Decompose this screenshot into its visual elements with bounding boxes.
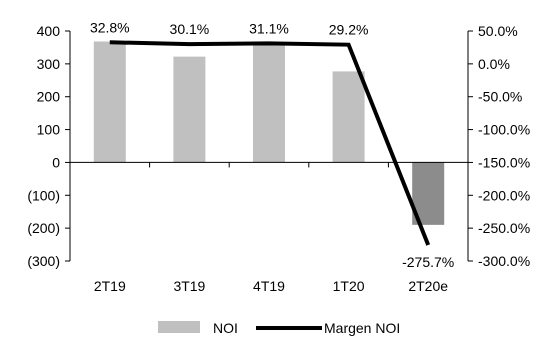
right-axis-tick-label: -50.0% <box>478 89 522 105</box>
x-axis-tick-label: 2T19 <box>94 278 126 294</box>
x-axis-tick-label: 2T20e <box>408 278 448 294</box>
right-axis-tick-label: -250.0% <box>478 220 530 236</box>
right-axis-tick-label: 50.0% <box>478 23 518 39</box>
right-axis: 50.0% 0.0% -50.0% -100.0% -150.0% -200.0% -250… <box>467 23 530 269</box>
left-axis-tick-label: (100) <box>27 187 60 203</box>
left-axis: 400 300 200 100 0 (100) (200) (300) <box>27 23 71 269</box>
left-axis-tick-label: 100 <box>37 122 61 138</box>
margen-noi-data-label: 30.1% <box>170 21 210 37</box>
margen-noi-data-label: 32.8% <box>90 19 130 35</box>
legend: NOI Margen NOI <box>158 320 400 336</box>
margen-noi-data-label: -275.7% <box>402 254 454 270</box>
x-axis-tick-label: 3T19 <box>173 278 205 294</box>
left-axis-tick-label: (200) <box>27 220 60 236</box>
x-axis-tick-label: 1T20 <box>333 278 365 294</box>
left-axis-tick-label: 0 <box>52 154 60 170</box>
margen-noi-data-label: 31.1% <box>249 20 289 36</box>
margen-noi-labels: 32.8% 30.1% 31.1% 29.2% -275.7% <box>90 19 454 270</box>
right-axis-tick-label: -150.0% <box>478 154 530 170</box>
zero-line-group <box>69 161 469 168</box>
right-axis-tick-label: 0.0% <box>478 56 510 72</box>
margen-noi-data-label: 29.2% <box>329 22 369 38</box>
left-axis-tick-label: 300 <box>37 56 61 72</box>
x-axis-tick-label: 4T19 <box>253 278 285 294</box>
right-axis-tick-label: -300.0% <box>478 253 530 269</box>
noi-bar-2t19 <box>93 41 126 163</box>
right-axis-tick-label: -100.0% <box>478 122 530 138</box>
legend-margen-noi-label: Margen NOI <box>324 320 400 336</box>
right-axis-tick-label: -200.0% <box>478 187 530 203</box>
x-axis-labels: 2T19 3T19 4T19 1T20 2T20e <box>94 278 448 294</box>
margen-noi-line <box>109 40 431 246</box>
legend-noi-label: NOI <box>213 320 238 336</box>
noi-bar-3t19 <box>173 56 206 163</box>
noi-bar-4t19 <box>253 43 285 163</box>
legend-noi-swatch <box>158 321 200 333</box>
margen-noi-line-group <box>109 40 431 246</box>
left-axis-tick-label: (300) <box>27 253 60 269</box>
noi-bar-1t20 <box>332 71 365 163</box>
left-axis-tick-label: 400 <box>37 23 61 39</box>
noi-bars <box>93 41 445 225</box>
left-axis-tick-label: 200 <box>37 89 61 105</box>
